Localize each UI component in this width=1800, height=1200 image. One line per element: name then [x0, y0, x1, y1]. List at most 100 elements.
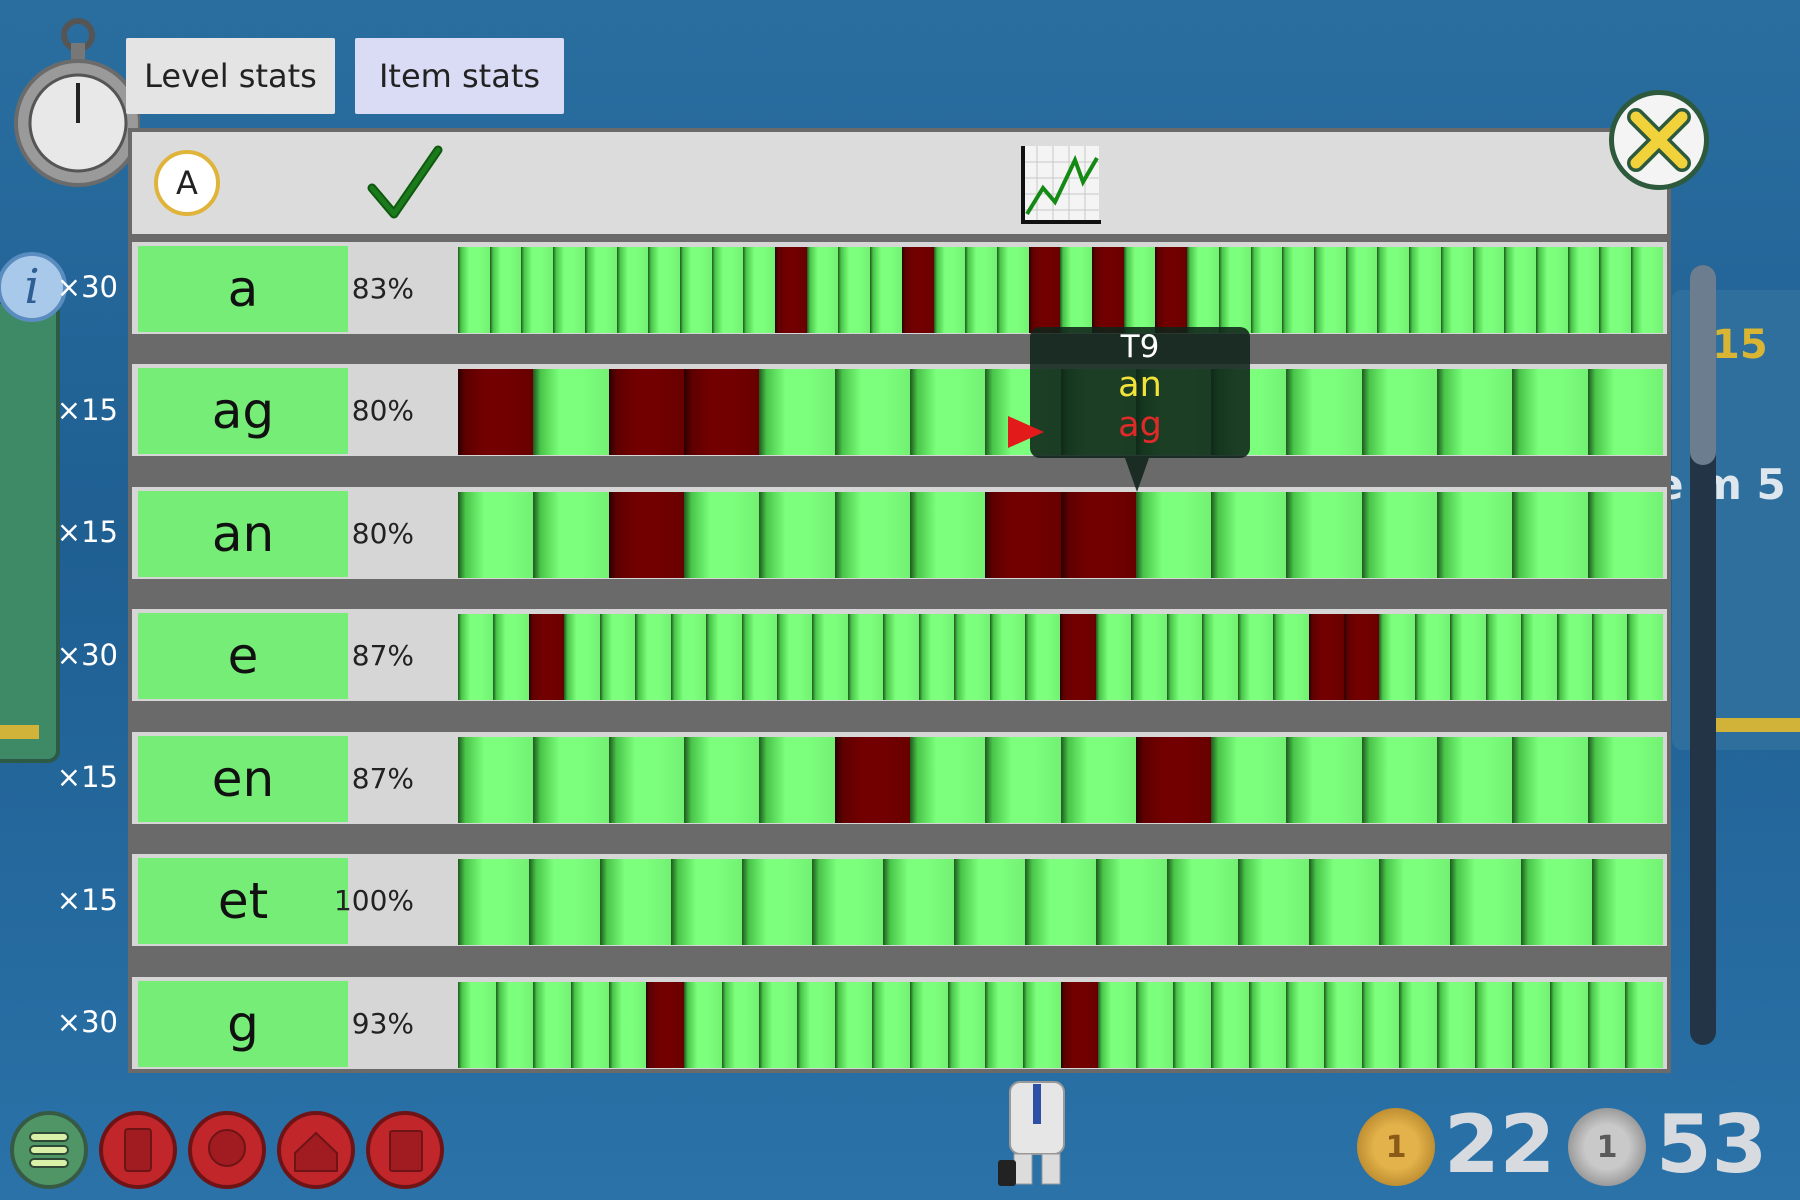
result-cell-correct[interactable] [1556, 614, 1592, 700]
result-cell-correct[interactable] [1521, 859, 1592, 945]
result-cell-correct[interactable] [564, 614, 600, 700]
result-cell-correct[interactable] [834, 492, 910, 578]
result-cell-correct[interactable] [706, 614, 742, 700]
result-cell-correct[interactable] [741, 614, 777, 700]
result-cell-correct[interactable] [909, 982, 948, 1068]
item-label[interactable]: et [138, 858, 348, 944]
result-cell-wrong[interactable] [608, 492, 684, 578]
result-cell-correct[interactable] [1587, 737, 1663, 823]
result-cell-correct[interactable] [1504, 247, 1536, 333]
result-cell-correct[interactable] [1361, 369, 1438, 455]
result-cell-correct[interactable] [1550, 982, 1588, 1068]
result-cell-correct[interactable] [796, 982, 835, 1068]
result-cell-correct[interactable] [743, 247, 776, 333]
result-cell-correct[interactable] [1361, 492, 1438, 578]
item-label[interactable]: a [138, 246, 348, 332]
result-cell-correct[interactable] [521, 247, 554, 333]
result-cell-wrong[interactable] [1060, 614, 1096, 700]
result-cell-correct[interactable] [1308, 859, 1380, 945]
result-cell-correct[interactable] [721, 982, 760, 1068]
result-cell-correct[interactable] [1485, 614, 1522, 700]
book-button[interactable] [366, 1111, 444, 1189]
item-label[interactable]: g [138, 981, 348, 1067]
result-cell-correct[interactable] [759, 369, 835, 455]
result-cell-correct[interactable] [933, 247, 966, 333]
result-cell-correct[interactable] [1250, 247, 1283, 333]
result-cell-correct[interactable] [1567, 247, 1600, 333]
result-cell-correct[interactable] [1627, 614, 1663, 700]
phone-button[interactable] [99, 1111, 177, 1189]
tab-level-stats[interactable]: Level stats [126, 38, 335, 114]
result-cell-correct[interactable] [1587, 369, 1663, 455]
scrollbar[interactable] [1690, 265, 1716, 1045]
result-cell-correct[interactable] [1450, 859, 1522, 945]
result-cell-correct[interactable] [683, 737, 760, 823]
result-cell-correct[interactable] [1211, 982, 1249, 1068]
result-cell-correct[interactable] [1218, 247, 1251, 333]
result-cell-correct[interactable] [458, 492, 534, 578]
result-cell-correct[interactable] [1286, 982, 1325, 1068]
result-cell-correct[interactable] [1399, 982, 1438, 1068]
item-label[interactable]: an [138, 491, 348, 577]
result-cell-correct[interactable] [1521, 614, 1557, 700]
result-cell-correct[interactable] [947, 982, 986, 1068]
result-cell-correct[interactable] [1202, 614, 1238, 700]
result-cell-correct[interactable] [683, 492, 760, 578]
result-cell-correct[interactable] [493, 614, 529, 700]
result-cell-correct[interactable] [759, 982, 797, 1068]
result-cell-correct[interactable] [741, 859, 813, 945]
result-cell-correct[interactable] [670, 859, 742, 945]
result-cell-correct[interactable] [489, 247, 522, 333]
result-cell-wrong[interactable] [1135, 737, 1212, 823]
result-cell-correct[interactable] [812, 859, 884, 945]
result-cell-correct[interactable] [1512, 737, 1588, 823]
result-cell-correct[interactable] [683, 982, 722, 1068]
result-cell-correct[interactable] [812, 614, 848, 700]
result-cell-correct[interactable] [996, 247, 1029, 333]
result-cell-correct[interactable] [1273, 614, 1309, 700]
result-cell-correct[interactable] [1060, 737, 1136, 823]
result-cell-correct[interactable] [909, 369, 986, 455]
result-cell-correct[interactable] [1123, 247, 1156, 333]
result-cell-correct[interactable] [806, 247, 839, 333]
result-cell-correct[interactable] [533, 492, 609, 578]
item-label[interactable]: ag [138, 368, 348, 454]
result-cell-correct[interactable] [458, 247, 490, 333]
result-cell-wrong[interactable] [1060, 492, 1136, 578]
result-cell-correct[interactable] [872, 982, 910, 1068]
result-cell-correct[interactable] [1237, 614, 1274, 700]
result-cell-correct[interactable] [1345, 247, 1378, 333]
result-cell-correct[interactable] [458, 737, 534, 823]
result-cell-correct[interactable] [608, 737, 684, 823]
result-cell-wrong[interactable] [528, 614, 565, 700]
result-cell-correct[interactable] [1060, 247, 1093, 333]
result-cell-wrong[interactable] [1060, 982, 1099, 1068]
result-cell-wrong[interactable] [1155, 247, 1188, 333]
result-cell-correct[interactable] [635, 614, 671, 700]
result-cell-correct[interactable] [1025, 859, 1096, 945]
result-cell-correct[interactable] [553, 247, 585, 333]
result-cell-correct[interactable] [1282, 247, 1314, 333]
result-cell-correct[interactable] [599, 614, 636, 700]
result-cell-correct[interactable] [1361, 982, 1400, 1068]
result-cell-correct[interactable] [989, 614, 1025, 700]
result-cell-wrong[interactable] [646, 982, 684, 1068]
result-cell-correct[interactable] [1414, 614, 1451, 700]
result-cell-wrong[interactable] [985, 492, 1061, 578]
result-cell-correct[interactable] [1361, 737, 1438, 823]
result-cell-correct[interactable] [838, 247, 871, 333]
result-cell-correct[interactable] [985, 737, 1061, 823]
result-cell-correct[interactable] [1631, 247, 1663, 333]
info-icon[interactable]: i [0, 252, 67, 322]
result-cell-correct[interactable] [1592, 859, 1663, 945]
menu-list-button[interactable] [10, 1111, 88, 1189]
result-cell-correct[interactable] [458, 982, 496, 1068]
result-cell-correct[interactable] [1187, 247, 1219, 333]
result-cell-wrong[interactable] [1343, 614, 1380, 700]
result-cell-wrong[interactable] [1028, 247, 1061, 333]
result-cell-correct[interactable] [1248, 982, 1287, 1068]
result-cell-correct[interactable] [1437, 737, 1513, 823]
result-cell-correct[interactable] [776, 614, 813, 700]
result-cell-correct[interactable] [1587, 492, 1663, 578]
result-cell-correct[interactable] [834, 982, 873, 1068]
